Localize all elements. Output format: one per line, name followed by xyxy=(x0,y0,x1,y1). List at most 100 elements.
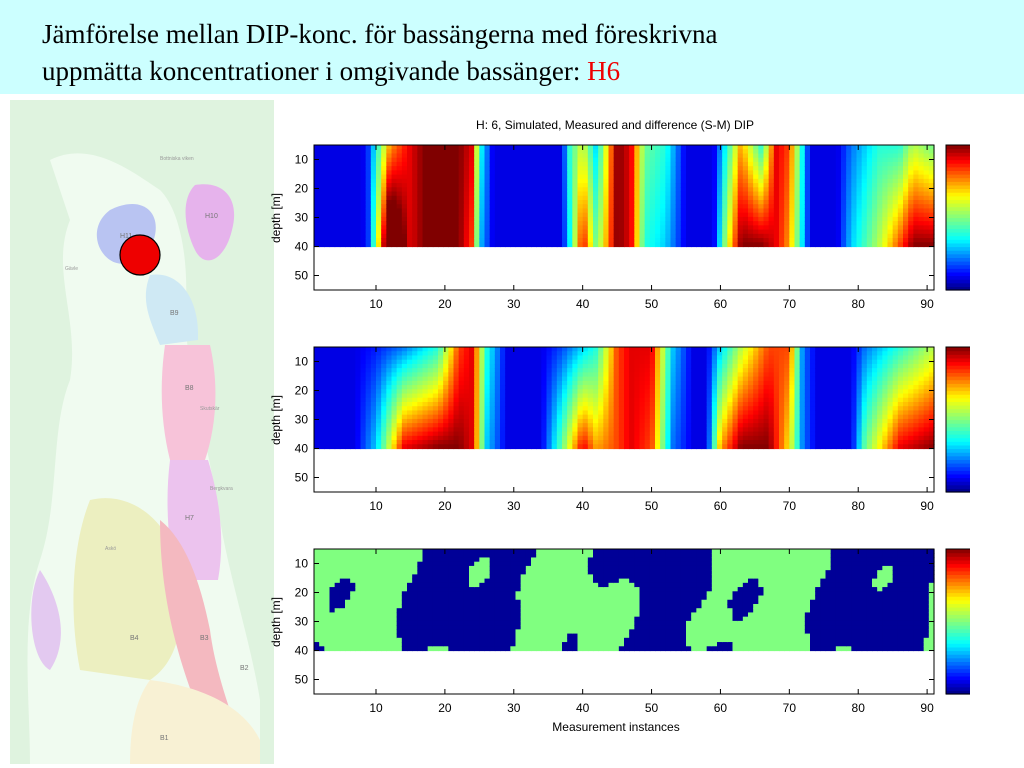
heatmap-cell xyxy=(541,187,548,193)
heatmap-cell xyxy=(717,161,723,167)
heatmap-cell xyxy=(546,376,553,382)
heatmap-cell xyxy=(851,238,858,243)
heatmap-cell xyxy=(556,153,563,159)
heatmap-cell xyxy=(453,157,460,163)
heatmap-cell xyxy=(593,414,599,420)
heatmap-cell xyxy=(872,149,878,155)
heatmap-cell xyxy=(711,183,718,188)
heatmap-cell xyxy=(887,191,894,197)
heatmap-cell xyxy=(541,157,548,163)
heatmap-cell xyxy=(355,183,362,188)
heatmap-cell xyxy=(500,380,506,386)
heatmap-cell xyxy=(350,423,356,428)
heatmap-cell xyxy=(711,385,718,390)
heatmap-cell xyxy=(525,380,532,386)
heatmap-cell xyxy=(505,444,511,450)
heatmap-cell xyxy=(345,389,351,395)
heatmap-cell xyxy=(396,174,403,180)
heatmap-cell xyxy=(608,221,615,226)
heatmap-cell xyxy=(396,435,403,441)
heatmap-cell xyxy=(639,187,646,193)
heatmap-cell xyxy=(701,166,708,171)
heatmap-cell xyxy=(639,183,646,188)
heatmap-cell xyxy=(804,191,811,197)
heatmap-cell xyxy=(598,238,604,243)
heatmap-cell xyxy=(877,161,883,167)
heatmap-cell xyxy=(701,229,708,235)
heatmap-cell xyxy=(784,183,790,188)
heatmap-cell xyxy=(655,178,661,184)
heatmap-cell xyxy=(913,153,920,159)
heatmap-cell xyxy=(541,161,548,167)
heatmap-cell xyxy=(572,418,579,424)
heatmap-cell xyxy=(742,199,749,205)
heatmap-cell xyxy=(345,431,351,437)
heatmap-cell xyxy=(722,397,728,403)
colorbar-band xyxy=(946,261,990,266)
heatmap-cell xyxy=(825,174,832,180)
heatmap-cell xyxy=(877,166,883,171)
heatmap-cell xyxy=(908,233,914,239)
heatmap-cell xyxy=(396,401,403,407)
heatmap-cell xyxy=(593,221,599,226)
heatmap-cell xyxy=(779,242,785,248)
heatmap-cell xyxy=(722,368,728,373)
heatmap-cell xyxy=(846,149,852,155)
heatmap-cell xyxy=(810,229,816,235)
heatmap-cell xyxy=(794,216,801,222)
heatmap-cell xyxy=(624,212,630,218)
heatmap-cell xyxy=(825,212,832,218)
heatmap-cell xyxy=(510,178,517,184)
heatmap-cell xyxy=(531,435,537,441)
heatmap-cell xyxy=(562,397,568,403)
heatmap-cell xyxy=(463,238,470,243)
heatmap-cell xyxy=(706,363,713,369)
heatmap-cell xyxy=(458,178,465,184)
heatmap-cell xyxy=(675,161,682,167)
heatmap-cell xyxy=(484,221,491,226)
heatmap-cell xyxy=(722,380,728,386)
heatmap-cell xyxy=(500,406,506,412)
heatmap-cell xyxy=(835,187,842,193)
heatmap-cell xyxy=(608,431,615,437)
heatmap-cell xyxy=(500,347,506,352)
heatmap-cell xyxy=(422,397,429,403)
heatmap-cell xyxy=(887,170,894,176)
heatmap-cell xyxy=(903,199,909,205)
heatmap-cell xyxy=(665,397,672,403)
heatmap-cell xyxy=(696,418,703,424)
heatmap-cell xyxy=(696,157,703,163)
heatmap-cell xyxy=(562,191,568,197)
heatmap-cell xyxy=(577,397,584,403)
heatmap-cell xyxy=(350,242,356,248)
heatmap-cell xyxy=(618,183,625,188)
heatmap-cell xyxy=(360,355,367,361)
heatmap-cell xyxy=(665,229,672,235)
heatmap-cell xyxy=(365,435,372,441)
heatmap-cell xyxy=(525,145,532,150)
heatmap-cell xyxy=(453,166,460,171)
heatmap-cell xyxy=(386,208,393,214)
heatmap-cell xyxy=(345,238,351,243)
heatmap-cell xyxy=(717,157,723,163)
heatmap-cell xyxy=(469,410,475,416)
heatmap-cell xyxy=(376,389,382,395)
colorbar-band xyxy=(946,203,990,208)
heatmap-cell xyxy=(536,368,542,373)
heatmap-cell xyxy=(696,161,703,167)
heatmap-cell xyxy=(319,423,325,428)
heatmap-cell xyxy=(644,191,651,197)
heatmap-cell xyxy=(319,199,325,205)
heatmap-cell xyxy=(696,174,703,180)
heatmap-cell xyxy=(319,221,325,226)
heatmap-cell xyxy=(784,187,790,193)
heatmap-cell xyxy=(391,174,398,180)
heatmap-cell xyxy=(830,238,837,243)
heatmap-cell xyxy=(381,216,387,222)
heatmap-cell xyxy=(794,221,801,226)
heatmap-cell xyxy=(319,178,325,184)
heatmap-cell xyxy=(696,406,703,412)
heatmap-cell xyxy=(722,423,728,428)
heatmap-cell xyxy=(680,225,687,231)
heatmap-cell xyxy=(334,431,341,437)
